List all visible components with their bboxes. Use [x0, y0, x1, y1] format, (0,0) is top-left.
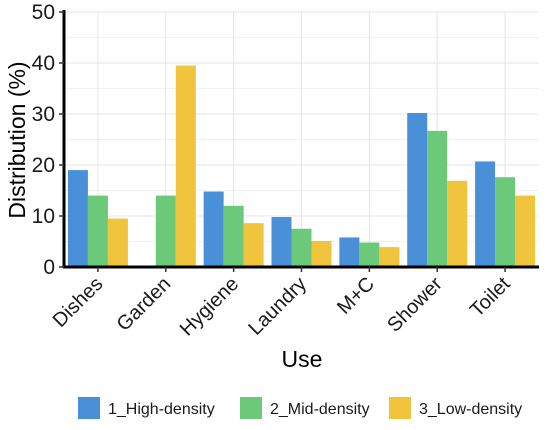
legend-label: 2_Mid-density: [270, 401, 370, 418]
bar-dishes-series-3: [107, 218, 128, 267]
x-tick-label: Dishes: [49, 273, 108, 332]
y-tick-labels: 0 10 20 30 40 50: [32, 1, 55, 279]
x-tick-label: Laundry: [244, 273, 311, 340]
y-tick-label: 40: [32, 52, 55, 75]
bar-garden-series-2: [155, 195, 176, 267]
x-axis-title: Use: [282, 346, 323, 372]
bars: [67, 65, 536, 267]
x-tick-label: M+C: [333, 273, 379, 319]
bar-laundry-series-2: [291, 228, 312, 267]
y-axis-title: Distribution (%): [4, 61, 30, 218]
bar-m-c-series-3: [379, 247, 400, 267]
bar-laundry-series-1: [271, 217, 292, 267]
bar-hygiene-series-2: [223, 205, 244, 267]
y-tick-label: 20: [32, 154, 55, 177]
legend-label: 3_Low-density: [419, 401, 522, 418]
bar-hygiene-series-3: [243, 223, 264, 267]
legend-item-series-3: 3_Low-density: [389, 397, 522, 419]
y-tick-label: 30: [32, 103, 55, 126]
bar-toilet-series-3: [515, 195, 536, 267]
bar-m-c-series-2: [359, 242, 380, 267]
x-tick-label: Toilet: [466, 273, 515, 322]
x-tick-labels: Dishes Garden Hygiene Laundry M+C Shower Toile…: [49, 273, 515, 341]
legend-swatch: [389, 397, 411, 419]
bar-garden-series-3: [175, 65, 196, 267]
x-tick-label: Garden: [113, 273, 176, 336]
bar-shower-series-2: [427, 130, 448, 267]
bar-toilet-series-2: [495, 177, 516, 267]
x-tick-label: Shower: [383, 273, 447, 337]
bar-m-c-series-1: [339, 237, 360, 267]
legend-swatch: [78, 397, 100, 419]
bar-laundry-series-3: [311, 240, 332, 267]
y-tick-label: 50: [32, 1, 55, 24]
legend-swatch: [240, 397, 262, 419]
bar-dishes-series-2: [87, 195, 108, 267]
y-tick-label: 0: [43, 256, 55, 279]
bar-shower-series-3: [447, 180, 468, 267]
legend: 1_High-density 2_Mid-density 3_Low-density: [78, 397, 522, 419]
legend-label: 1_High-density: [108, 401, 215, 418]
x-tick-label: Hygiene: [176, 273, 243, 340]
legend-item-series-1: 1_High-density: [78, 397, 215, 419]
bar-toilet-series-1: [475, 161, 496, 267]
bar-hygiene-series-1: [203, 191, 224, 267]
bar-shower-series-1: [407, 112, 428, 267]
bar-dishes-series-1: [67, 170, 88, 267]
legend-item-series-2: 2_Mid-density: [240, 397, 370, 419]
axes: [59, 10, 539, 272]
y-tick-label: 10: [32, 205, 55, 228]
